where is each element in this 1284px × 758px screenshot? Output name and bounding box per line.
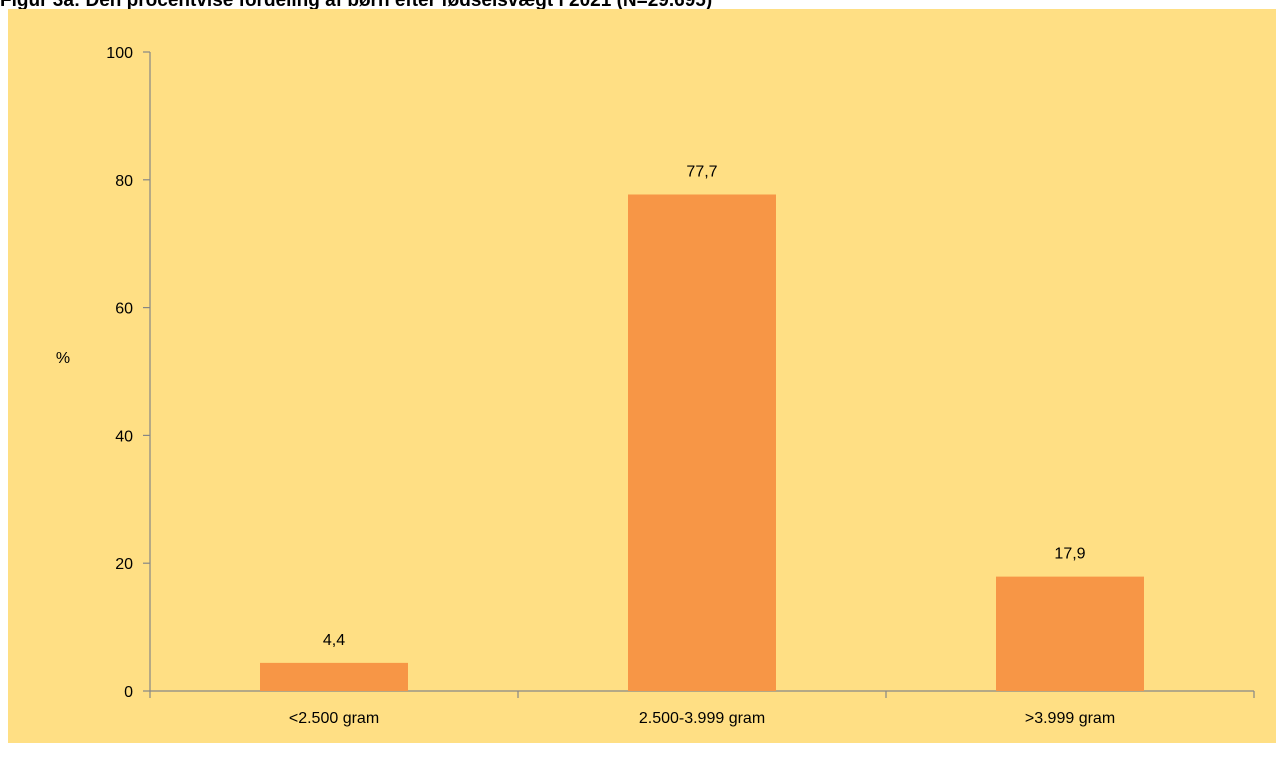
y-tick-label: 100 <box>106 45 133 62</box>
x-tick-label: <2.500 gram <box>289 710 379 727</box>
chart-title: Figur 3a: Den procentvise fordeling af b… <box>0 0 713 11</box>
y-axis-label: % <box>56 350 70 367</box>
bar <box>628 194 776 691</box>
y-tick-label: 0 <box>124 684 133 701</box>
x-tick-label: >3.999 gram <box>1025 710 1115 727</box>
data-label: 4,4 <box>323 632 345 649</box>
y-tick-label: 20 <box>115 556 133 573</box>
y-tick-label: 80 <box>115 173 133 190</box>
chart-labels: 0 20 40 60 80 100% 4,4 <2.500 gram 77,7 2.500-3.9… <box>56 45 1115 727</box>
x-tick-label: 2.500-3.999 gram <box>639 710 765 727</box>
bar <box>996 576 1144 691</box>
data-label: 77,7 <box>686 163 717 180</box>
data-label: 17,9 <box>1054 546 1085 563</box>
y-tick-label: 60 <box>115 301 133 318</box>
chart-bars <box>260 194 1144 691</box>
y-tick-label: 40 <box>115 428 133 445</box>
bar <box>260 662 408 691</box>
